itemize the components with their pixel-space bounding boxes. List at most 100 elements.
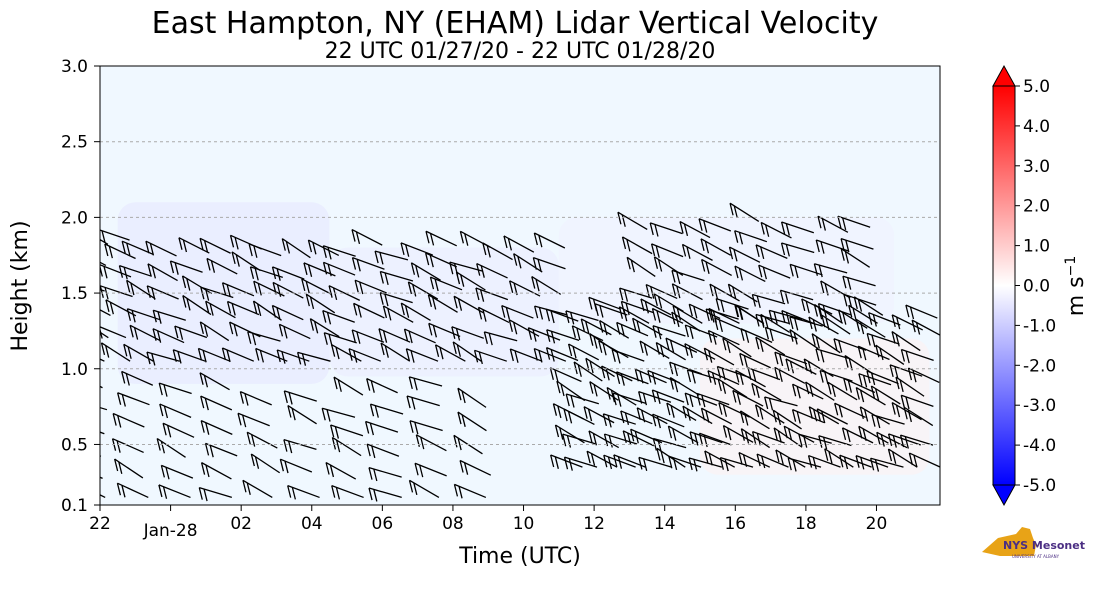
wind-barb xyxy=(772,409,802,430)
wind-barb xyxy=(620,410,653,425)
wind-barb xyxy=(821,314,851,335)
wind-barb xyxy=(774,366,806,384)
wind-barb xyxy=(652,325,686,340)
wind-barb xyxy=(237,412,270,428)
colorbar-tick-label: 2.0 xyxy=(1023,197,1050,217)
wind-barb xyxy=(740,428,770,449)
wind-barb xyxy=(843,377,876,394)
wind-barb xyxy=(841,427,874,444)
wind-barb xyxy=(449,261,483,276)
wind-barb xyxy=(400,302,431,322)
colorbar-tick-label: 3.0 xyxy=(1023,157,1050,177)
wind-barb xyxy=(169,260,203,275)
wind-barb xyxy=(453,483,487,499)
wind-barb xyxy=(403,328,436,344)
wind-barb xyxy=(321,407,356,422)
colorbar-tick-label: -5.0 xyxy=(1023,476,1056,496)
wind-barb xyxy=(368,466,402,482)
logo-text: NYS Mesonet xyxy=(1003,539,1085,552)
wind-barb xyxy=(679,220,711,239)
wind-barb xyxy=(840,248,871,268)
wind-barb xyxy=(330,424,364,439)
wind-barb xyxy=(734,230,768,245)
wind-barb xyxy=(246,431,278,449)
y-tick-label: 0.5 xyxy=(61,435,88,455)
x-tick-label: 16 xyxy=(724,514,746,534)
wind-barb xyxy=(870,457,904,472)
wind-barb xyxy=(700,407,732,425)
wind-barb xyxy=(322,309,355,325)
wind-barb xyxy=(323,332,357,347)
wind-barb xyxy=(181,275,212,295)
wind-barb xyxy=(907,367,940,384)
wind-barb xyxy=(554,424,585,444)
wind-barb xyxy=(483,331,518,346)
colorbar: 5.0 4.0 3.0 2.0 1.0 0.0 -1.0 -2.0 -3.0 -4.0 -5.0 m… xyxy=(992,64,1089,507)
wind-barb xyxy=(255,347,288,363)
wind-barb xyxy=(546,329,580,344)
wind-barb xyxy=(556,380,586,402)
nys-mesonet-logo: NYS Mesonet UNIVERSITY AT ALBANY xyxy=(982,527,1085,559)
wind-barb xyxy=(817,215,849,233)
wind-barb xyxy=(818,435,852,450)
wind-barb xyxy=(305,293,336,314)
wind-barb xyxy=(283,390,317,405)
wind-barb xyxy=(682,405,713,425)
wind-barb xyxy=(612,392,646,407)
wind-barb xyxy=(331,485,364,500)
wind-barb xyxy=(899,434,934,449)
wind-barb xyxy=(204,442,238,458)
wind-barb xyxy=(172,349,206,364)
wind-barb xyxy=(891,331,921,352)
wind-barb xyxy=(565,310,599,325)
colorbar-tick-label: 0.0 xyxy=(1023,277,1050,297)
wind-barb xyxy=(837,215,871,231)
wind-barb xyxy=(696,392,730,408)
wind-barb xyxy=(681,243,713,261)
wind-barb xyxy=(351,228,383,246)
wind-barb xyxy=(105,299,137,317)
plot-frame xyxy=(99,65,941,506)
wind-barb xyxy=(328,285,361,301)
wind-barb xyxy=(703,347,735,366)
wind-barb xyxy=(855,386,886,406)
wind-barb xyxy=(672,305,703,324)
wind-barb xyxy=(903,406,934,427)
wind-barb xyxy=(477,306,510,324)
wind-barb xyxy=(271,266,305,281)
wind-barb xyxy=(768,309,803,324)
velocity-layer-0 xyxy=(117,202,330,384)
x-tick-label: 12 xyxy=(583,514,605,534)
wind-barb xyxy=(837,309,868,329)
wind-barb xyxy=(457,387,487,408)
wind-barb xyxy=(640,298,672,316)
wind-barb xyxy=(545,347,579,362)
wind-barb xyxy=(322,245,356,260)
wind-barb xyxy=(116,482,149,499)
colorbar-tick-label: 4.0 xyxy=(1023,117,1050,137)
wind-barb xyxy=(889,364,923,379)
wind-barb xyxy=(532,256,566,272)
wind-barb xyxy=(840,238,874,253)
wind-barb xyxy=(200,420,233,435)
colorbar-tick-label: 5.0 xyxy=(1023,77,1050,97)
wind-barb xyxy=(348,348,381,363)
wind-barb xyxy=(121,370,154,386)
wind-barb xyxy=(665,337,698,353)
wind-barb xyxy=(427,294,458,313)
wind-barb xyxy=(751,382,782,401)
chart-subtitle: 22 UTC 01/27/20 - 22 UTC 01/28/20 xyxy=(325,39,716,64)
wind-barb xyxy=(649,222,683,237)
wind-barb xyxy=(146,351,180,366)
wind-barb xyxy=(533,232,566,249)
x-axis-label: Time (UTC) xyxy=(458,544,581,569)
wind-barb xyxy=(808,406,840,425)
wind-barb xyxy=(226,300,260,316)
wind-barb xyxy=(425,252,457,268)
wind-barb xyxy=(242,479,273,498)
wind-barb xyxy=(501,304,534,320)
wind-barb xyxy=(567,343,600,361)
wind-barb xyxy=(565,393,600,408)
wind-barb xyxy=(698,432,732,448)
wind-barb xyxy=(734,304,764,324)
